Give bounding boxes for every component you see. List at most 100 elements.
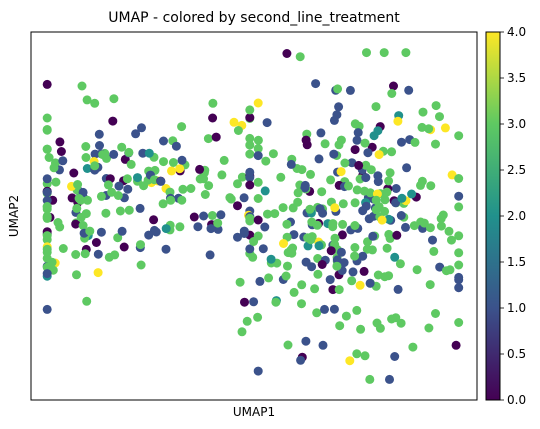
scatter-point (103, 180, 113, 190)
scatter-point (44, 153, 54, 162)
scatter-point (350, 198, 360, 208)
scatter-point (80, 249, 90, 259)
scatter-point (117, 142, 127, 152)
scatter-point (334, 102, 344, 112)
scatter-point (239, 193, 249, 203)
scatter-points (42, 48, 464, 384)
scatter-point (216, 210, 226, 220)
scatter-point (245, 167, 255, 177)
scatter-point (245, 140, 255, 150)
scatter-point (253, 366, 263, 376)
scatter-point (200, 190, 210, 199)
scatter-point (42, 304, 52, 314)
scatter-point (161, 244, 171, 254)
scatter-point (95, 141, 104, 150)
scatter-point (333, 84, 343, 94)
scatter-point (42, 144, 52, 154)
scatter-point (98, 150, 108, 160)
scatter-point (229, 117, 239, 127)
scatter-point (377, 215, 387, 225)
scatter-point (124, 147, 134, 157)
scatter-point (329, 115, 339, 125)
scatter-point (425, 223, 435, 233)
scatter-point (101, 208, 111, 218)
scatter-point (392, 230, 402, 240)
scatter-point (361, 173, 371, 183)
scatter-point (431, 139, 440, 149)
scatter-point (337, 230, 347, 240)
scatter-point (440, 123, 450, 133)
scatter-point (371, 195, 381, 205)
scatter-point (380, 272, 390, 282)
scatter-point (296, 355, 306, 365)
scatter-point (369, 131, 379, 141)
scatter-point (240, 297, 249, 307)
scatter-point (352, 349, 362, 359)
scatter-point (178, 184, 188, 194)
scatter-point (258, 244, 268, 254)
scatter-point (237, 327, 247, 337)
scatter-point (306, 235, 316, 245)
scatter-point (431, 101, 441, 111)
scatter-point (144, 148, 154, 158)
scatter-point (328, 219, 338, 229)
colorbar-ticks: 0.0 0.5 1.0 1.5 2.0 2.5 3.0 3.5 4.0 (500, 25, 526, 407)
scatter-point (263, 209, 272, 219)
scatter-point (151, 227, 161, 237)
scatter-point (260, 222, 270, 232)
scatter-point (283, 261, 292, 271)
scatter-point (104, 252, 114, 262)
scatter-point (193, 222, 203, 232)
scatter-point (317, 260, 327, 269)
scatter-point (91, 238, 101, 247)
scatter-point (371, 102, 381, 112)
scatter-point (316, 128, 326, 138)
scatter-point (56, 147, 66, 156)
scatter-point (438, 210, 448, 220)
scatter-point (436, 221, 446, 231)
scatter-point (107, 187, 117, 197)
scatter-point (345, 356, 355, 366)
y-axis-label: UMAP2 (7, 195, 21, 237)
scatter-point (82, 296, 92, 306)
scatter-point (117, 226, 127, 236)
scatter-point (136, 260, 146, 270)
scatter-point (253, 151, 263, 161)
scatter-point (126, 159, 136, 169)
scatter-point (359, 186, 369, 196)
scatter-point (454, 318, 464, 327)
scatter-point (365, 278, 375, 288)
scatter-point (76, 212, 86, 222)
scatter-point (158, 199, 168, 209)
scatter-point (347, 276, 357, 286)
scatter-point (203, 134, 213, 144)
scatter-point (431, 309, 440, 318)
scatter-point (454, 131, 464, 141)
scatter-point (217, 170, 227, 180)
colorbar-tick-label: 4.0 (507, 25, 526, 39)
scatter-point (384, 214, 394, 224)
scatter-point (447, 170, 457, 180)
scatter-point (435, 112, 444, 122)
scatter-point (332, 261, 342, 271)
scatter-point (310, 284, 320, 294)
scatter-point (262, 118, 272, 128)
scatter-point (42, 113, 52, 123)
scatter-point (113, 233, 123, 243)
scatter-point (454, 174, 464, 183)
scatter-point (135, 203, 145, 213)
scatter-point (387, 147, 397, 157)
scatter-point (205, 250, 215, 260)
scatter-point (171, 141, 181, 151)
scatter-point (136, 240, 145, 250)
scatter-point (445, 265, 455, 275)
scatter-point (131, 129, 141, 139)
scatter-point (350, 243, 360, 252)
scatter-point (119, 242, 129, 252)
scatter-point (199, 211, 209, 221)
scatter-point (81, 153, 91, 162)
scatter-point (282, 219, 292, 229)
scatter-point (67, 193, 77, 203)
scatter-point (156, 176, 166, 186)
scatter-point (307, 262, 317, 272)
